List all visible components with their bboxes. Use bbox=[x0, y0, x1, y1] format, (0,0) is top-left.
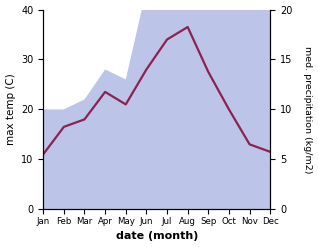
Y-axis label: med. precipitation (kg/m2): med. precipitation (kg/m2) bbox=[303, 46, 313, 173]
Y-axis label: max temp (C): max temp (C) bbox=[5, 74, 16, 145]
X-axis label: date (month): date (month) bbox=[115, 231, 198, 242]
